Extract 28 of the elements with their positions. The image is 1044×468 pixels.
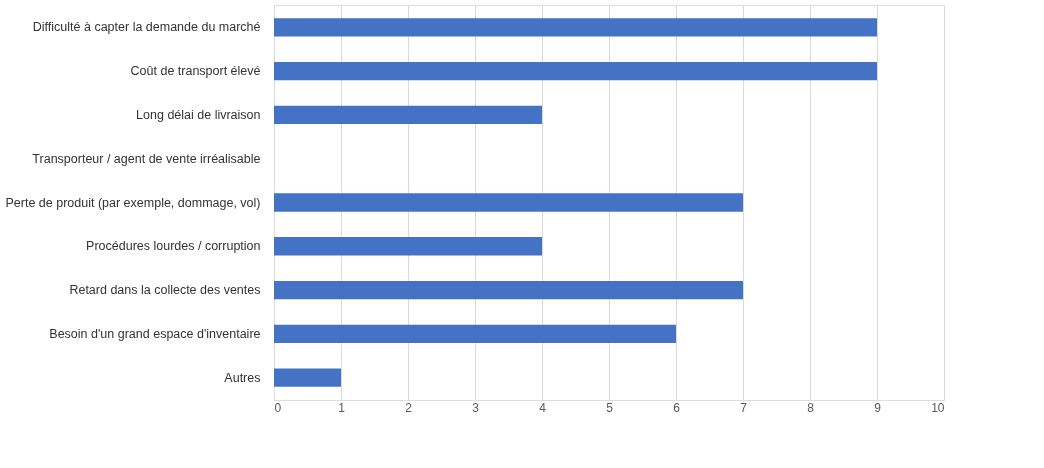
x-tick-label: 2 [405, 400, 413, 415]
x-tick-label: 3 [472, 400, 480, 415]
y-tick-label: Perte de produit (par exemple, dommage, vol) [5, 195, 261, 210]
bar [274, 280, 743, 300]
y-tick-label: Retard dans la collecte des ventes [69, 283, 261, 298]
bar [274, 61, 877, 81]
y-tick-label: Long délai de livraison [136, 107, 261, 122]
bar [274, 105, 542, 125]
bar [274, 193, 743, 212]
x-tick-label: 4 [539, 400, 547, 415]
x-tick-label: 9 [874, 400, 882, 415]
bar [274, 237, 542, 256]
y-tick-label: Difficulté à capter la demande du marché [32, 20, 261, 35]
x-tick-label: 5 [606, 400, 614, 415]
y-tick-label: Transporteur / agent de vente irréalisable [32, 151, 261, 166]
x-tick-label: 7 [740, 400, 748, 415]
bar [274, 324, 676, 344]
y-tick-label: Autres [224, 370, 261, 385]
bar [274, 368, 341, 387]
x-tick-label: 1 [338, 400, 346, 415]
bar [274, 18, 877, 37]
x-tick-label: 10 [931, 400, 945, 415]
y-tick-label: Besoin d'un grand espace d'inventaire [49, 326, 261, 341]
x-tick-label: 0 [274, 400, 282, 415]
x-tick-label: 6 [673, 400, 681, 415]
y-tick-label: Procédures lourdes / corruption [86, 239, 261, 254]
y-tick-label: Coût de transport élevé [130, 64, 261, 79]
x-tick-label: 8 [807, 400, 815, 415]
